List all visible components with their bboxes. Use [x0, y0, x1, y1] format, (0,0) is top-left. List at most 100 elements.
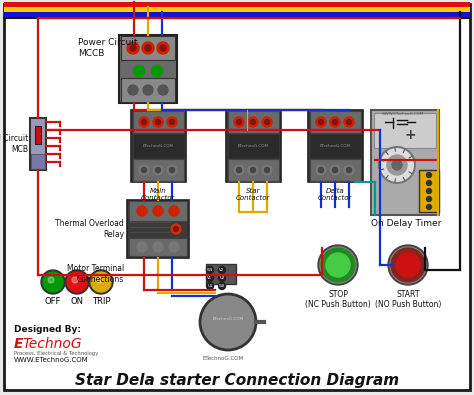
- Circle shape: [319, 167, 323, 173]
- Circle shape: [142, 42, 154, 54]
- Circle shape: [387, 155, 407, 175]
- Circle shape: [89, 270, 113, 294]
- Circle shape: [169, 242, 179, 252]
- Bar: [371, 110, 439, 215]
- Text: V1: V1: [208, 276, 212, 280]
- Bar: [30, 118, 46, 170]
- Text: WWW.ETechnoG.COM: WWW.ETechnoG.COM: [14, 357, 89, 363]
- Circle shape: [41, 270, 65, 294]
- Circle shape: [427, 188, 431, 194]
- Circle shape: [169, 206, 179, 216]
- Circle shape: [427, 205, 431, 209]
- Text: Power Circuit
MCCB: Power Circuit MCCB: [78, 38, 137, 58]
- Bar: [308, 110, 363, 182]
- Circle shape: [137, 242, 147, 252]
- Circle shape: [152, 66, 163, 77]
- Text: ETechnoG.COM: ETechnoG.COM: [237, 144, 268, 148]
- Circle shape: [160, 45, 166, 51]
- Circle shape: [427, 181, 431, 186]
- Bar: [4, 12, 470, 17]
- Circle shape: [43, 272, 63, 292]
- Circle shape: [344, 117, 354, 127]
- Bar: [310, 111, 361, 133]
- Circle shape: [392, 160, 402, 170]
- Text: E: E: [14, 337, 24, 351]
- Circle shape: [318, 245, 358, 285]
- Bar: [228, 159, 279, 181]
- Circle shape: [139, 117, 149, 127]
- Bar: [374, 113, 436, 148]
- Bar: [129, 238, 187, 256]
- Circle shape: [155, 120, 161, 124]
- Circle shape: [344, 165, 354, 175]
- Circle shape: [234, 165, 244, 175]
- Bar: [35, 126, 41, 144]
- Text: WWW.ETechnoG.COM: WWW.ETechnoG.COM: [382, 112, 424, 116]
- Circle shape: [167, 117, 177, 127]
- Bar: [131, 110, 186, 182]
- Circle shape: [219, 275, 226, 282]
- Circle shape: [330, 117, 340, 127]
- Text: Delta
Contactor: Delta Contactor: [318, 188, 352, 201]
- Circle shape: [157, 42, 169, 54]
- Bar: [310, 134, 361, 158]
- Circle shape: [250, 120, 255, 124]
- Circle shape: [427, 173, 431, 177]
- Text: Main
Contactor: Main Contactor: [141, 188, 175, 201]
- Circle shape: [427, 196, 431, 201]
- Bar: [4, 2, 470, 6]
- Circle shape: [316, 117, 326, 127]
- Text: On Delay Timer: On Delay Timer: [371, 219, 441, 228]
- Bar: [121, 78, 175, 102]
- Text: Thermal Overload
Relay: Thermal Overload Relay: [55, 219, 124, 239]
- Circle shape: [219, 282, 226, 290]
- Text: ON: ON: [71, 297, 83, 306]
- Bar: [121, 36, 175, 60]
- Circle shape: [170, 120, 174, 124]
- Circle shape: [145, 45, 151, 51]
- Text: TechnoG: TechnoG: [22, 337, 82, 351]
- Text: STOP
(NC Push Button): STOP (NC Push Button): [305, 290, 371, 309]
- Text: U2: U2: [219, 276, 225, 280]
- Circle shape: [158, 85, 168, 95]
- Circle shape: [142, 167, 146, 173]
- Text: ETechnoG.COM: ETechnoG.COM: [202, 356, 244, 361]
- Circle shape: [346, 167, 352, 173]
- Bar: [133, 159, 184, 181]
- Circle shape: [234, 117, 244, 127]
- Bar: [419, 170, 439, 212]
- Text: Star
Contactor: Star Contactor: [236, 188, 270, 201]
- Circle shape: [155, 167, 161, 173]
- Circle shape: [143, 85, 153, 95]
- Bar: [228, 111, 279, 133]
- Text: Star Dela starter Connection Diagram: Star Dela starter Connection Diagram: [75, 373, 399, 388]
- Circle shape: [134, 66, 145, 77]
- Text: ETechnoG.COM: ETechnoG.COM: [143, 144, 173, 148]
- Circle shape: [388, 245, 428, 285]
- Circle shape: [248, 165, 258, 175]
- Circle shape: [139, 165, 149, 175]
- Circle shape: [207, 267, 213, 273]
- Bar: [129, 201, 187, 221]
- Circle shape: [264, 167, 270, 173]
- Circle shape: [237, 120, 241, 124]
- Circle shape: [153, 165, 163, 175]
- Text: U1: U1: [207, 284, 213, 288]
- Text: ETechnoG.COM: ETechnoG.COM: [319, 144, 350, 148]
- Circle shape: [319, 120, 323, 124]
- Bar: [206, 264, 236, 284]
- Circle shape: [330, 165, 340, 175]
- Text: TRIP: TRIP: [92, 297, 110, 306]
- Text: Control Circuit
MCB: Control Circuit MCB: [0, 134, 28, 154]
- Circle shape: [127, 42, 139, 54]
- Circle shape: [153, 117, 163, 127]
- Text: W1: W1: [207, 268, 213, 272]
- Circle shape: [67, 272, 87, 292]
- Circle shape: [332, 120, 337, 124]
- Circle shape: [332, 167, 337, 173]
- Text: OFF: OFF: [45, 297, 61, 306]
- Circle shape: [91, 272, 111, 292]
- Circle shape: [321, 248, 355, 282]
- Circle shape: [173, 226, 179, 231]
- Bar: [310, 159, 361, 181]
